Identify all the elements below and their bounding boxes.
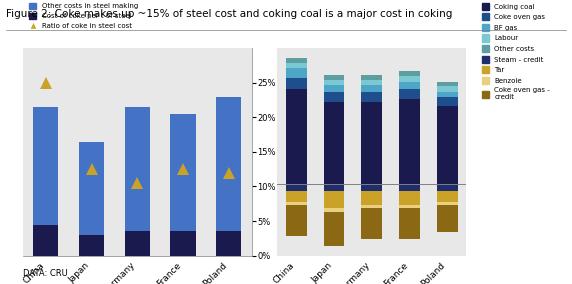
- Bar: [437, 87, 458, 92]
- Bar: [399, 71, 420, 76]
- Legend: Coking coal, Coke oven gas, BF gas, Labour, Other costs, Steam - credit, Tar, Be: Coking coal, Coke oven gas, BF gas, Labo…: [479, 0, 553, 103]
- Bar: [437, 82, 458, 87]
- Bar: [324, 208, 344, 212]
- Bar: [362, 75, 382, 80]
- Bar: [362, 102, 382, 185]
- Bar: [286, 78, 307, 89]
- Bar: [79, 235, 104, 256]
- Bar: [125, 107, 150, 231]
- Bar: [437, 191, 458, 202]
- Bar: [399, 82, 420, 89]
- Bar: [399, 99, 420, 185]
- Bar: [437, 185, 458, 191]
- Bar: [324, 80, 344, 85]
- Bar: [362, 191, 382, 205]
- Bar: [324, 92, 344, 102]
- Bar: [170, 114, 196, 231]
- Bar: [324, 102, 344, 185]
- Bar: [170, 231, 196, 256]
- Bar: [399, 208, 420, 239]
- Bar: [362, 80, 382, 85]
- Bar: [125, 231, 150, 256]
- Bar: [399, 185, 420, 191]
- Bar: [437, 205, 458, 233]
- Text: Calculated coke cost and ratio in steelmaking: Calculated coke cost and ratio in steelm…: [27, 35, 235, 43]
- Bar: [286, 62, 307, 68]
- Bar: [362, 208, 382, 239]
- Bar: [362, 205, 382, 208]
- Bar: [362, 85, 382, 92]
- Bar: [399, 191, 420, 205]
- Text: Coking cost break down: Coking cost break down: [281, 35, 390, 43]
- Bar: [79, 142, 104, 235]
- Bar: [286, 191, 307, 202]
- Text: DATA: CRU: DATA: CRU: [23, 269, 67, 278]
- Text: Figure 2: Coke makes up ~15% of steel cost and coking coal is a major cost in co: Figure 2: Coke makes up ~15% of steel co…: [6, 9, 452, 18]
- Bar: [286, 202, 307, 205]
- Bar: [362, 185, 382, 191]
- Bar: [399, 89, 420, 99]
- Bar: [286, 68, 307, 78]
- Bar: [399, 205, 420, 208]
- Bar: [216, 97, 241, 231]
- Bar: [437, 106, 458, 185]
- Bar: [324, 85, 344, 92]
- Bar: [286, 185, 307, 191]
- Bar: [437, 202, 458, 205]
- Bar: [324, 75, 344, 80]
- Bar: [324, 191, 344, 208]
- Bar: [286, 89, 307, 185]
- Bar: [33, 107, 58, 224]
- Bar: [286, 58, 307, 62]
- Bar: [362, 92, 382, 102]
- Bar: [437, 92, 458, 97]
- Legend: Other costs in steel making, Cost of coke per t of steel, Ratio of coke in steel: Other costs in steel making, Cost of cok…: [26, 0, 141, 32]
- Bar: [324, 212, 344, 246]
- Bar: [286, 205, 307, 236]
- Bar: [324, 185, 344, 191]
- Bar: [33, 224, 58, 256]
- Bar: [437, 97, 458, 106]
- Bar: [216, 231, 241, 256]
- Bar: [399, 76, 420, 82]
